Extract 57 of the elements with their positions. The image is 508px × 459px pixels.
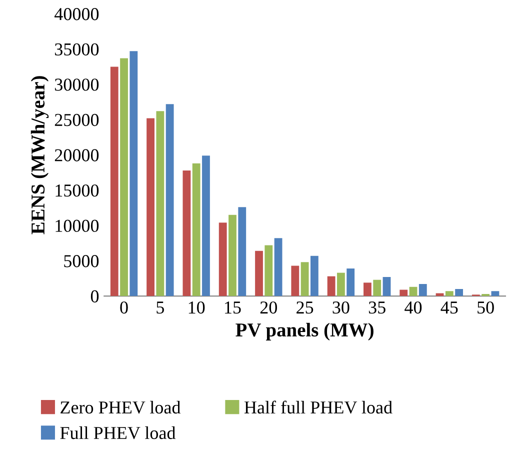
bar xyxy=(310,256,318,296)
y-tick-label: 0 xyxy=(90,290,99,302)
bar xyxy=(130,51,138,296)
bar xyxy=(445,291,454,296)
bar xyxy=(182,170,191,296)
bar xyxy=(400,290,408,296)
bar xyxy=(228,214,236,296)
x-tick-label: 40 xyxy=(404,301,422,314)
y-tick-label: 15000 xyxy=(56,184,99,197)
x-tick-label: 0 xyxy=(120,301,128,314)
bar xyxy=(455,289,464,296)
bar xyxy=(327,276,336,296)
x-tick-label: 30 xyxy=(332,301,350,314)
bar xyxy=(382,277,391,296)
legend-label: Half full PHEV load xyxy=(244,400,392,414)
y-tick-label: 5000 xyxy=(64,255,99,268)
x-tick-label: 5 xyxy=(156,302,164,314)
bar xyxy=(156,111,164,296)
x-tick-label: 15 xyxy=(225,302,241,314)
x-tick-label: 20 xyxy=(260,301,277,314)
bar xyxy=(274,238,282,296)
bar xyxy=(110,66,118,296)
x-tick-label: 50 xyxy=(478,301,494,314)
y-tick-label: 40000 xyxy=(54,8,99,20)
legend-label: Full PHEV load xyxy=(60,426,176,440)
y-tick-label: 25000 xyxy=(54,114,99,126)
bar xyxy=(291,266,300,296)
bar xyxy=(436,293,444,296)
y-tick-label: 30000 xyxy=(55,78,99,91)
y-tick-label: 35000 xyxy=(55,43,99,56)
x-tick-label: 45 xyxy=(440,302,458,314)
x-tick-label: 10 xyxy=(188,301,205,314)
bar xyxy=(255,250,263,296)
y-axis-title: EENS (MWh/year) xyxy=(30,76,49,234)
bar xyxy=(238,207,246,296)
bar xyxy=(491,291,500,296)
y-tick-label: 20000 xyxy=(54,149,99,162)
bar xyxy=(264,245,273,296)
x-tick-label: 35 xyxy=(368,301,386,314)
x-axis-title: PV panels (MW) xyxy=(236,322,374,340)
bar xyxy=(482,294,490,296)
bar xyxy=(409,286,418,296)
bar xyxy=(300,262,309,296)
bar xyxy=(202,156,210,296)
bar xyxy=(120,58,128,296)
bar xyxy=(418,284,427,296)
bar xyxy=(218,222,227,296)
bar xyxy=(364,282,372,296)
legend-label: Zero PHEV load xyxy=(60,400,181,414)
bar xyxy=(337,272,345,296)
bar xyxy=(166,104,174,296)
x-tick-label: 25 xyxy=(296,301,314,314)
bar xyxy=(146,118,154,296)
y-tick-label: 10000 xyxy=(56,220,99,232)
bar xyxy=(192,163,200,296)
bar xyxy=(373,280,382,296)
bar xyxy=(346,268,355,296)
